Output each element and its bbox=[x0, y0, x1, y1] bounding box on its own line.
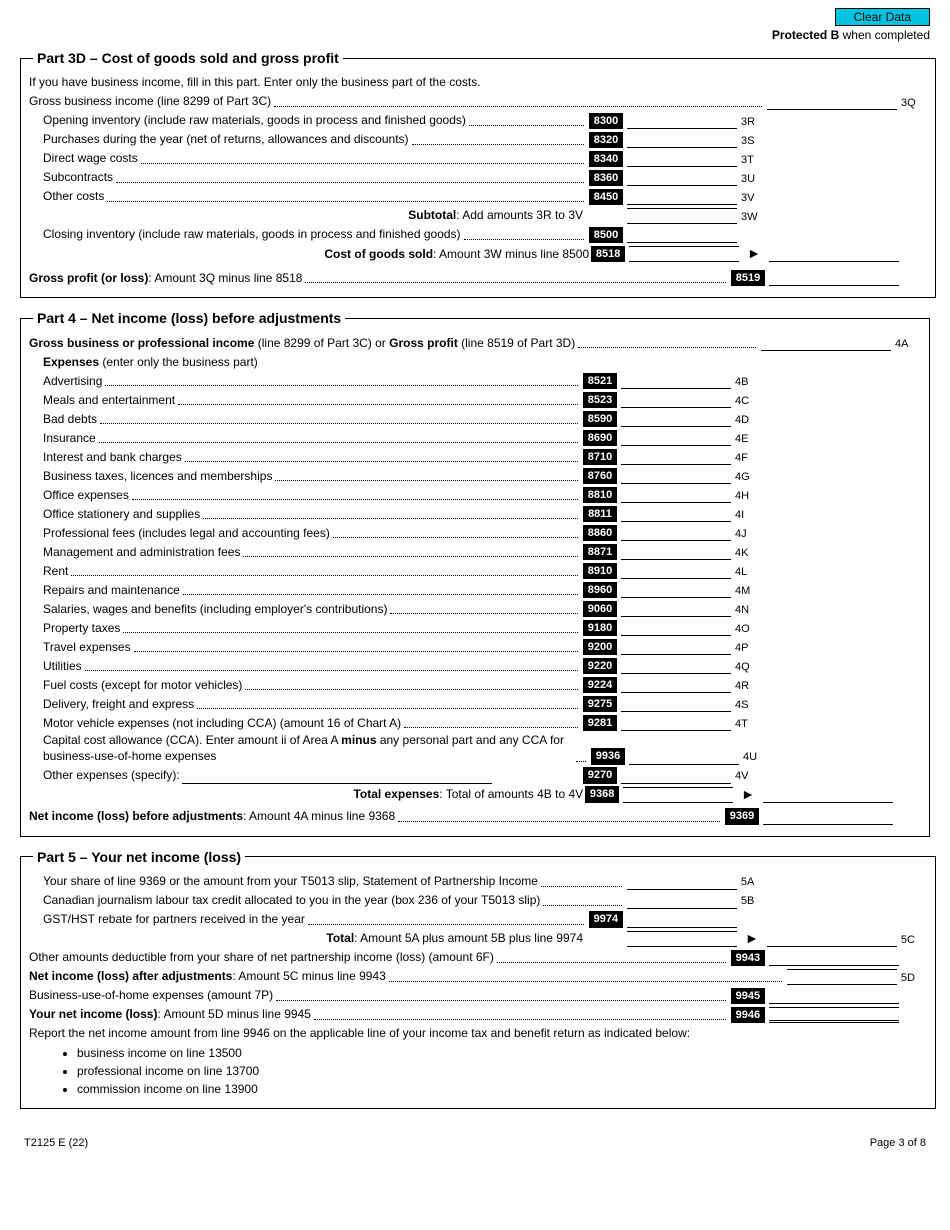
input-3Q[interactable] bbox=[767, 94, 897, 110]
part-3d-title: Part 3D – Cost of goods sold and gross p… bbox=[33, 50, 343, 66]
part3d-gross-income-label: Gross business income (line 8299 of Part… bbox=[29, 94, 271, 110]
input-5D[interactable] bbox=[787, 969, 897, 985]
input-8450[interactable] bbox=[627, 189, 737, 205]
input-8710[interactable] bbox=[621, 449, 731, 465]
form-id: T2125 E (22) bbox=[24, 1137, 88, 1149]
input-3W[interactable] bbox=[627, 208, 737, 224]
input-9224[interactable] bbox=[621, 677, 731, 693]
part-5: Part 5 – Your net income (loss) Your sha… bbox=[20, 849, 936, 1109]
input-5A[interactable] bbox=[627, 874, 737, 890]
part3d-intro: If you have business income, fill in thi… bbox=[29, 75, 481, 91]
input-9369[interactable] bbox=[763, 809, 893, 825]
input-other-specify[interactable] bbox=[182, 768, 492, 784]
part3d-gp: Gross profit (or loss): Amount 3Q minus … bbox=[29, 271, 302, 287]
note-bullet: commission income on line 13900 bbox=[77, 1080, 927, 1098]
input-8690[interactable] bbox=[621, 430, 731, 446]
input-5B[interactable] bbox=[627, 893, 737, 909]
note-bullet: business income on line 13500 bbox=[77, 1044, 927, 1062]
input-9368[interactable] bbox=[623, 787, 733, 803]
input-8760[interactable] bbox=[621, 468, 731, 484]
clear-data-button[interactable]: Clear Data bbox=[835, 8, 930, 26]
part-5-title: Part 5 – Your net income (loss) bbox=[33, 849, 245, 865]
part4-ni: Net income (loss) before adjustments: Am… bbox=[29, 809, 395, 825]
input-8300[interactable] bbox=[627, 113, 737, 129]
part-4: Part 4 – Net income (loss) before adjust… bbox=[20, 310, 930, 837]
input-9281[interactable] bbox=[621, 715, 731, 731]
part4-other-label: Other expenses (specify): bbox=[43, 768, 180, 784]
input-8871[interactable] bbox=[621, 544, 731, 560]
input-8360[interactable] bbox=[627, 170, 737, 186]
input-8810[interactable] bbox=[621, 487, 731, 503]
input-9270[interactable] bbox=[621, 768, 731, 784]
input-9943[interactable] bbox=[769, 950, 899, 966]
part3d-subtotal-label: Subtotal: Add amounts 3R to 3V bbox=[43, 208, 583, 224]
arrow-icon: ► bbox=[741, 244, 767, 262]
arrow-icon: ► bbox=[735, 785, 761, 803]
part4-cca: Capital cost allowance (CCA). Enter amou… bbox=[43, 732, 573, 764]
input-9275[interactable] bbox=[621, 696, 731, 712]
input-8340[interactable] bbox=[627, 151, 737, 167]
input-8910[interactable] bbox=[621, 563, 731, 579]
arrow-icon: ► bbox=[739, 929, 765, 947]
input-9945[interactable] bbox=[769, 988, 899, 1004]
tag-3Q: 3Q bbox=[901, 96, 927, 110]
part4-gross-line: Gross business or professional income (l… bbox=[29, 336, 575, 352]
part-3d: Part 3D – Cost of goods sold and gross p… bbox=[20, 50, 936, 298]
input-8518[interactable] bbox=[629, 246, 739, 262]
input-8960[interactable] bbox=[621, 582, 731, 598]
input-8320[interactable] bbox=[627, 132, 737, 148]
part3d-cogs-label: Cost of goods sold: Amount 3W minus line… bbox=[49, 247, 589, 263]
input-9946[interactable] bbox=[769, 1007, 899, 1023]
input-9936[interactable] bbox=[629, 749, 739, 765]
input-9180[interactable] bbox=[621, 620, 731, 636]
input-8518-right[interactable] bbox=[769, 246, 899, 262]
input-8811[interactable] bbox=[621, 506, 731, 522]
input-8521[interactable] bbox=[621, 373, 731, 389]
part-4-title: Part 4 – Net income (loss) before adjust… bbox=[33, 310, 345, 326]
input-5C[interactable] bbox=[767, 931, 897, 947]
input-9974[interactable] bbox=[627, 912, 737, 928]
input-9200[interactable] bbox=[621, 639, 731, 655]
input-8590[interactable] bbox=[621, 411, 731, 427]
input-8523[interactable] bbox=[621, 392, 731, 408]
input-8860[interactable] bbox=[621, 525, 731, 541]
note-bullet: professional income on line 13700 bbox=[77, 1062, 927, 1080]
protected-header: Protected B when completed bbox=[20, 28, 930, 42]
part3d-closing-inv: Closing inventory (include raw materials… bbox=[43, 227, 461, 243]
input-8519[interactable] bbox=[769, 270, 899, 286]
page-number: Page 3 of 8 bbox=[870, 1137, 926, 1149]
input-8500[interactable] bbox=[627, 227, 737, 243]
input-4A[interactable] bbox=[761, 335, 891, 351]
part4-totexp: Total expenses: Total of amounts 4B to 4… bbox=[53, 787, 583, 803]
input-5C-left[interactable] bbox=[627, 931, 737, 947]
input-9368-right[interactable] bbox=[763, 787, 893, 803]
input-9220[interactable] bbox=[621, 658, 731, 674]
input-9060[interactable] bbox=[621, 601, 731, 617]
